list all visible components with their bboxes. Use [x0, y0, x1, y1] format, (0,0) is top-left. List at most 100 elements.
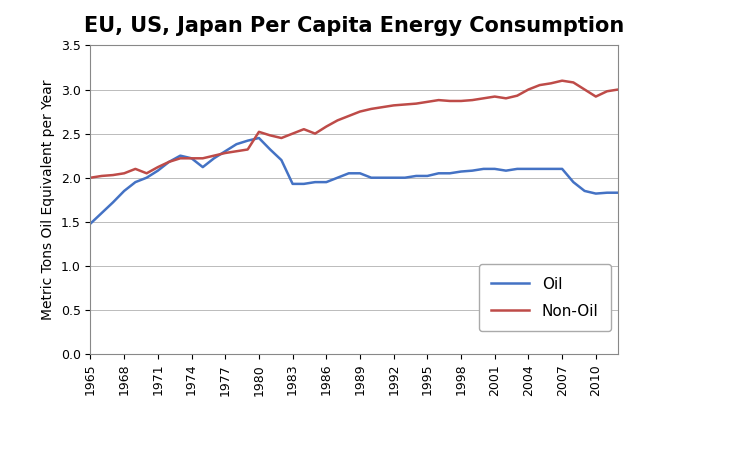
Oil [176, 153, 185, 158]
Non-Oil [187, 156, 196, 161]
Oil [86, 221, 95, 226]
Oil [142, 175, 151, 180]
Oil [131, 179, 140, 185]
Non-Oil [311, 131, 320, 136]
Oil [412, 173, 421, 179]
Non-Oil [412, 101, 421, 106]
Oil [254, 135, 263, 141]
Non-Oil [333, 118, 342, 123]
Oil [288, 181, 297, 187]
Non-Oil [232, 148, 241, 154]
Non-Oil [254, 129, 263, 134]
Non-Oil [490, 94, 499, 99]
Oil [389, 175, 398, 180]
Oil [153, 168, 162, 173]
Non-Oil [456, 98, 465, 104]
Oil [299, 181, 308, 187]
Oil [591, 191, 600, 196]
Non-Oil [355, 109, 364, 114]
Non-Oil [288, 131, 297, 136]
Non-Oil [299, 127, 308, 132]
Non-Oil [467, 97, 477, 103]
Oil [232, 142, 241, 147]
Oil [535, 166, 544, 172]
Non-Oil [513, 93, 522, 99]
Oil [423, 173, 432, 179]
Oil [109, 200, 118, 205]
Y-axis label: Metric Tons Oil Equivalent per Year: Metric Tons Oil Equivalent per Year [41, 79, 55, 320]
Non-Oil [109, 173, 118, 178]
Oil [602, 190, 611, 195]
Oil [614, 190, 623, 195]
Non-Oil [277, 135, 286, 141]
Oil [524, 166, 533, 172]
Oil [277, 158, 286, 163]
Non-Oil [614, 87, 623, 92]
Non-Oil [524, 87, 533, 92]
Oil [333, 175, 342, 180]
Oil [547, 166, 556, 172]
Oil [434, 171, 443, 176]
Oil [322, 179, 331, 185]
Oil [366, 175, 375, 180]
Line: Non-Oil: Non-Oil [90, 81, 618, 178]
Non-Oil [86, 175, 95, 180]
Oil [355, 171, 364, 176]
Oil [311, 179, 320, 185]
Oil [569, 179, 578, 185]
Non-Oil [345, 113, 354, 118]
Oil [120, 188, 129, 194]
Non-Oil [389, 103, 398, 108]
Oil [446, 171, 455, 176]
Oil [378, 175, 387, 180]
Non-Oil [131, 166, 140, 172]
Oil [244, 138, 253, 143]
Non-Oil [378, 104, 387, 110]
Legend: Oil, Non-Oil: Oil, Non-Oil [479, 264, 611, 331]
Non-Oil [591, 94, 600, 99]
Non-Oil [535, 82, 544, 88]
Oil [467, 168, 477, 173]
Title: EU, US, Japan Per Capita Energy Consumption: EU, US, Japan Per Capita Energy Consumpt… [84, 15, 624, 35]
Oil [221, 148, 230, 154]
Oil [164, 159, 173, 164]
Oil [210, 156, 219, 161]
Non-Oil [120, 171, 129, 176]
Oil [479, 166, 488, 172]
Non-Oil [558, 78, 567, 84]
Oil [265, 147, 274, 152]
Non-Oil [97, 173, 106, 179]
Non-Oil [569, 80, 578, 85]
Oil [97, 210, 106, 216]
Non-Oil [322, 124, 331, 129]
Non-Oil [176, 156, 185, 161]
Oil [580, 188, 589, 194]
Non-Oil [479, 96, 488, 101]
Non-Oil [265, 133, 274, 138]
Non-Oil [366, 106, 375, 112]
Oil [198, 164, 207, 170]
Non-Oil [580, 87, 589, 92]
Oil [456, 169, 465, 174]
Non-Oil [434, 97, 443, 103]
Non-Oil [547, 81, 556, 86]
Non-Oil [400, 102, 409, 107]
Non-Oil [210, 153, 219, 158]
Non-Oil [198, 156, 207, 161]
Non-Oil [221, 150, 230, 156]
Oil [490, 166, 499, 172]
Non-Oil [244, 147, 253, 152]
Non-Oil [446, 98, 455, 104]
Line: Oil: Oil [90, 138, 618, 223]
Non-Oil [423, 99, 432, 104]
Non-Oil [142, 171, 151, 176]
Non-Oil [153, 164, 162, 170]
Non-Oil [602, 89, 611, 94]
Oil [187, 156, 196, 161]
Non-Oil [164, 159, 173, 164]
Oil [513, 166, 522, 172]
Oil [400, 175, 409, 180]
Non-Oil [501, 96, 510, 101]
Oil [558, 166, 567, 172]
Oil [345, 171, 354, 176]
